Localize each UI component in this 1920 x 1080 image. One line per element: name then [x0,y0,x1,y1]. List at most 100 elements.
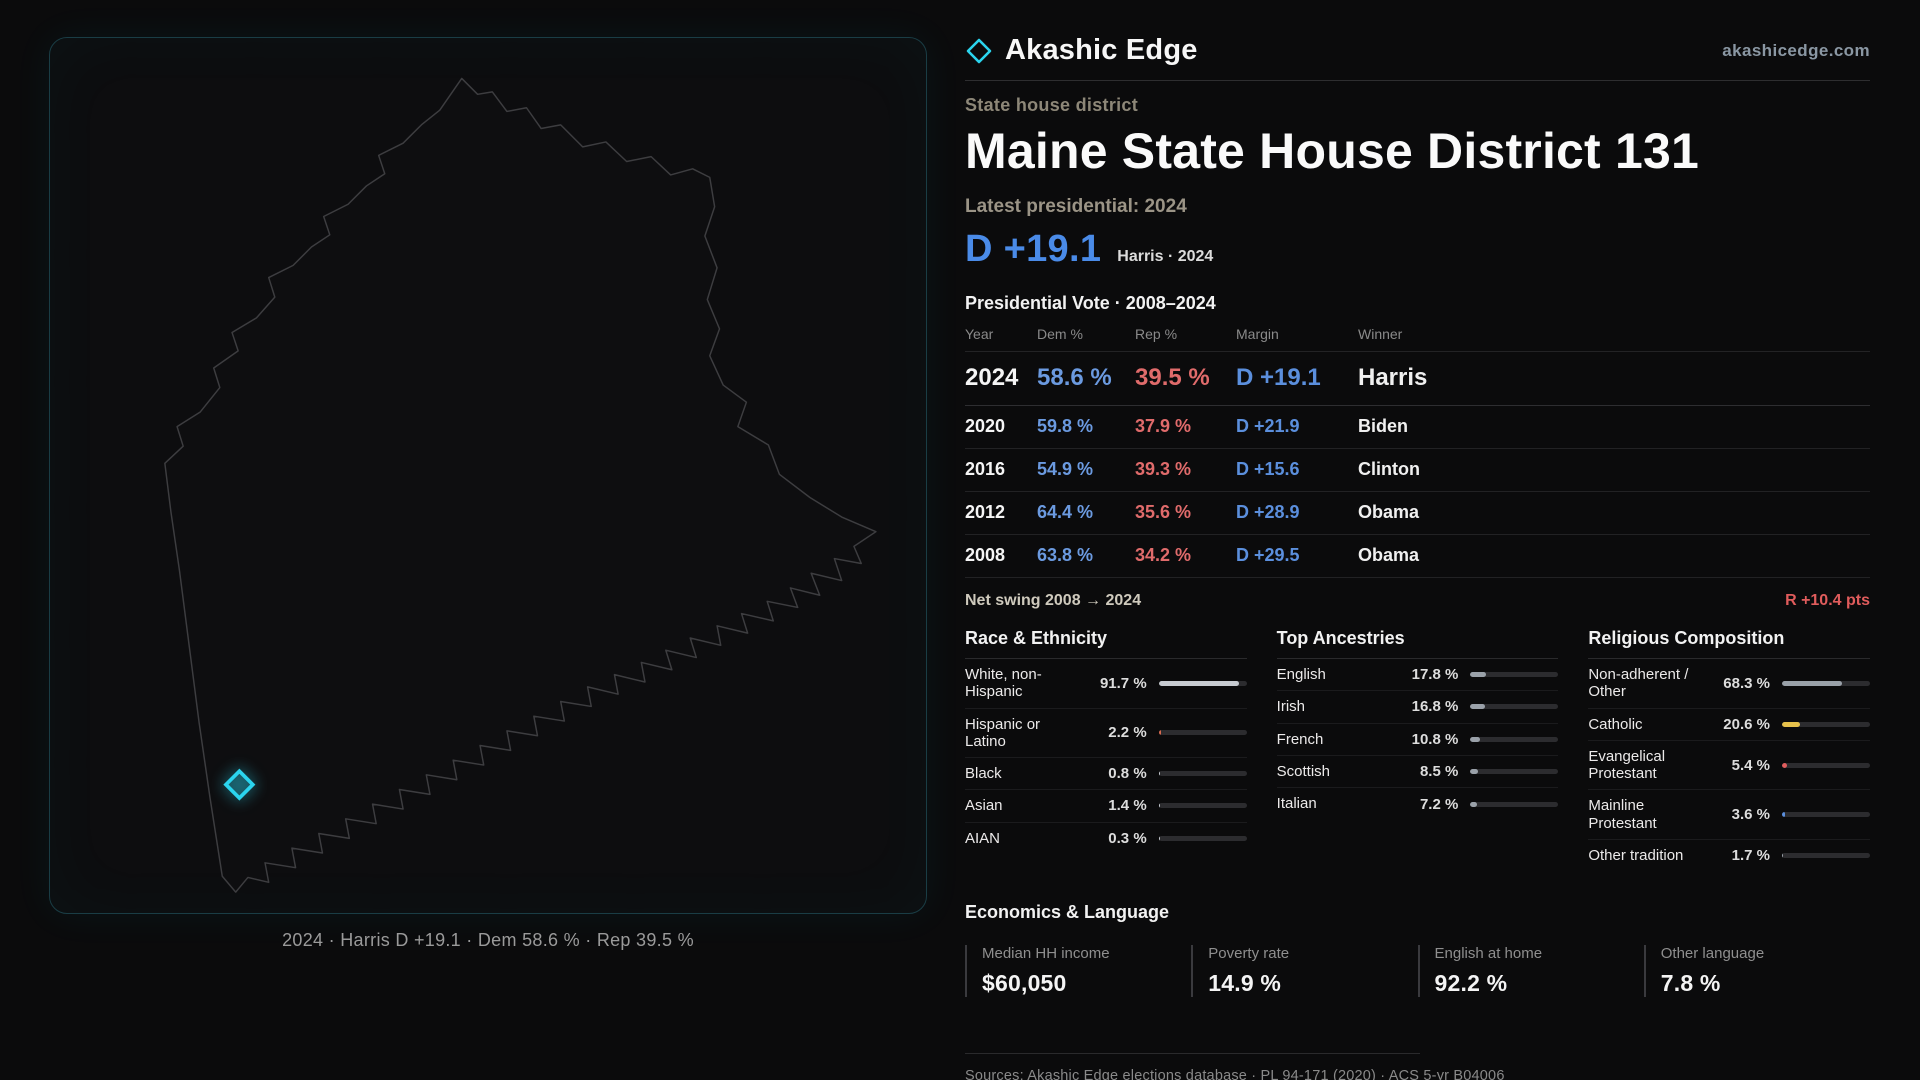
brand-name: Akashic Edge [1005,34,1198,66]
map-side: 2024 · Harris D +19.1 · Dem 58.6 % · Rep… [0,0,927,1080]
stat-value: 7.8 % [1660,969,1721,996]
demo-bar [1158,730,1247,736]
demo-row: Hispanic or Latino 2.2 % [965,709,1247,758]
margin-cell: D +28.9 [1236,502,1300,522]
demo-label: Italian [1276,795,1317,813]
demo-row: AIAN 0.3 % [965,823,1247,855]
map-panel [49,37,927,914]
stat-value: 14.9 % [1208,969,1282,996]
demo-value: 17.8 % [1411,666,1459,684]
demo-label: English [1276,666,1326,683]
dem-cell: 58.6 % [1037,364,1112,391]
demo-value: 0.8 % [1108,765,1147,783]
diamond-logo-icon [966,38,992,63]
footer-divider [965,1052,1420,1054]
stat-median-hh-income: Median HH income $60,050 [965,944,1191,997]
dem-cell: 63.8 % [1037,545,1094,565]
rep-cell: 37.9 % [1135,416,1192,436]
demo-label: Catholic [1588,715,1643,733]
demo-value: 1.7 % [1731,847,1770,865]
section-title: Top Ancestries [1276,628,1559,659]
top-ancestries-section: Top Ancestries English 17.8 % Irish 16.8… [1276,628,1559,872]
demo-row: Italian 7.2 % [1277,788,1559,820]
table-row: 2012 64.4 % 35.6 % D +28.9 Obama [965,492,1870,535]
col-winner: Winner [1358,326,1403,342]
demo-row: Other tradition 1.7 % [1588,840,1870,872]
demo-bar [1470,736,1559,742]
page-title: Maine State House District 131 [965,123,1700,179]
col-margin: Margin [1236,326,1279,342]
demo-label: White, non-Hispanic [965,666,1042,701]
stat-label: Median HH income [982,944,1110,962]
year-cell: 2008 [965,545,1006,565]
demo-value: 7.2 % [1419,795,1459,813]
sources-line: Sources: Akashic Edge elections database… [965,1067,1505,1080]
net-swing-label: Net swing 2008 → 2024 [965,592,1142,609]
demo-row: Scottish 8.5 % [1276,756,1559,788]
headline-margin-row: D +19.1 Harris · 2024 [965,228,1870,271]
demo-label: Mainline Protestant [1588,797,1657,832]
rep-cell: 39.3 % [1135,459,1192,479]
table-row: 2024 58.6 % 39.5 % D +19.1 Harris [965,352,1870,406]
stat-label: Other language [1660,944,1765,962]
demo-bar [1781,762,1870,768]
economics-section-title: Economics & Language [965,901,1170,922]
winner-cell: Biden [1358,416,1409,436]
demo-label: French [1276,730,1324,748]
demo-bar [1470,672,1559,678]
table-row: 2008 63.8 % 34.2 % D +29.5 Obama [965,535,1870,578]
maine-state-outline [164,77,877,893]
demo-label: Black [965,765,1002,782]
stat-label: Poverty rate [1208,944,1290,962]
brand-site-link[interactable]: akashicedge.com [1722,40,1870,60]
dem-cell: 64.4 % [1037,502,1094,522]
margin-cell: D +15.6 [1236,459,1300,479]
demo-bar [1158,836,1247,841]
demo-label: AIAN [965,829,1001,847]
latest-presidential-label: Latest presidential: 2024 [965,196,1187,217]
brand-header: Akashic Edge akashicedge.com [965,34,1870,67]
economics-stats: Median HH income $60,050 Poverty rate 14… [965,944,1870,997]
district-marker-icon [223,768,256,801]
demo-value: 68.3 % [1723,674,1770,692]
headline-margin-note: Harris · 2024 [1117,248,1214,265]
col-year: Year [965,326,994,342]
year-cell: 2016 [965,459,1006,479]
section-title: Race & Ethnicity [965,628,1247,659]
demo-label: Non-adherent / Other [1588,666,1689,701]
race-ethnicity-section: Race & Ethnicity White, non-Hispanic 91.… [965,628,1247,872]
year-cell: 2020 [965,416,1006,436]
winner-cell: Obama [1358,502,1420,522]
net-swing-row: Net swing 2008 → 2024 R +10.4 pts [965,578,1870,610]
demo-bar [1781,721,1870,727]
demo-value: 8.5 % [1419,762,1459,780]
rep-cell: 35.6 % [1135,502,1192,522]
demo-row: Asian 1.4 % [965,790,1247,823]
stat-english-at-home: English at home 92.2 % [1417,944,1644,997]
net-swing-value: R +10.4 pts [1785,592,1870,609]
demo-value: 91.7 % [1099,674,1147,692]
rep-cell: 39.5 % [1135,364,1210,391]
religious-composition-section: Religious Composition Non-adherent / Oth… [1588,628,1870,872]
demo-value: 2.2 % [1108,724,1147,742]
demo-bar [1470,768,1559,774]
year-cell: 2024 [965,364,1019,391]
demo-row: Irish 16.8 % [1276,691,1559,724]
demo-bar [1470,704,1559,710]
demo-label: Scottish [1276,762,1331,780]
demo-bar [1158,803,1247,809]
demographics-grid: Race & Ethnicity White, non-Hispanic 91.… [965,628,1870,872]
demo-bar [1158,680,1247,686]
winner-cell: Clinton [1358,459,1420,479]
demo-label: Asian [965,797,1003,815]
demo-row: Non-adherent / Other 68.3 % [1588,659,1870,709]
demo-value: 3.6 % [1731,806,1770,823]
demo-label: Irish [1276,698,1305,716]
demo-bar [1470,801,1559,807]
demo-value: 1.4 % [1108,797,1147,815]
demo-value: 20.6 % [1723,715,1770,733]
col-rep: Rep % [1135,326,1178,342]
headline-margin-value: D +19.1 [965,228,1102,270]
vote-table-title: Presidential Vote · 2008–2024 [965,293,1216,313]
winner-cell: Harris [1358,364,1428,391]
